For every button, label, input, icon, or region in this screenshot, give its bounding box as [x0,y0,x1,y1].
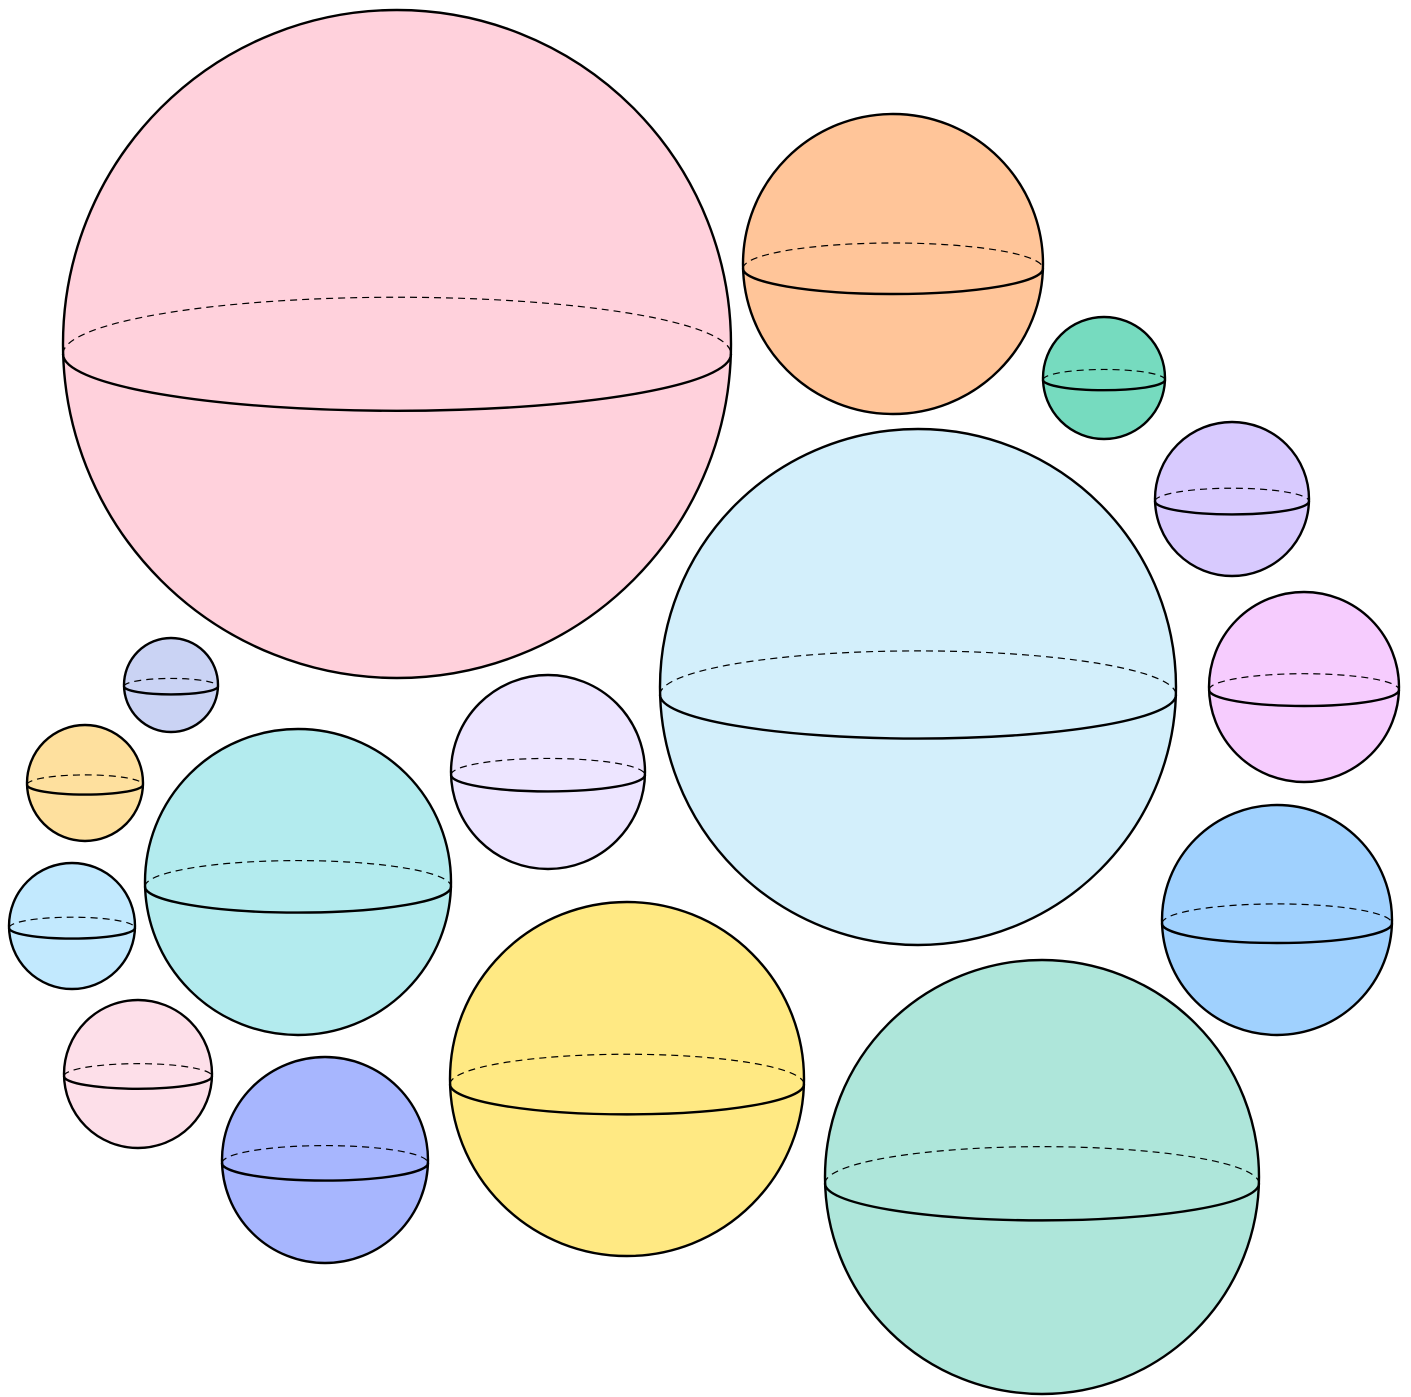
sphere-body [823,958,1261,1396]
sphere [143,727,453,1037]
equator-back [62,296,732,355]
equator-back [659,650,1177,695]
sphere [741,112,1045,416]
equator-back [1042,368,1166,380]
sphere-body [448,900,806,1258]
equator-back [123,677,219,687]
sphere-body [1160,803,1394,1037]
equator-front [449,774,647,793]
equator-front [448,1084,806,1116]
sphere-body [658,427,1178,947]
equator-back [26,774,144,785]
sphere [122,636,220,734]
equator-front [1160,923,1394,945]
equator-front [658,694,1178,740]
sphere [449,673,647,871]
equator-back [1154,487,1310,502]
equator-front [25,784,145,796]
sphere-body [62,998,214,1150]
sphere [1041,315,1167,441]
equator-back [449,1053,805,1085]
sphere-body [1041,315,1167,441]
sphere [448,900,806,1258]
sphere-body [122,636,220,734]
sphere [61,8,733,680]
equator-front [741,268,1045,296]
equator-back [450,757,646,776]
equator-front [1041,379,1167,392]
sphere-body [7,861,137,991]
equator-front [1207,689,1401,708]
sphere [1207,590,1401,784]
equator-back [1208,673,1400,690]
equator-back [742,242,1044,269]
sphere-body [143,727,453,1037]
equator-front [143,886,453,914]
equator-front [7,927,137,940]
sphere-body [61,8,733,680]
equator-back [221,1144,429,1164]
equator-front [122,686,220,696]
sphere [1153,420,1311,578]
equator-front [220,1162,430,1182]
sphere [658,427,1178,947]
equator-front [823,1183,1261,1222]
sphere-body [220,1055,430,1265]
sphere [7,861,137,991]
sphere-body [1153,420,1311,578]
sphere [220,1055,430,1265]
equator-back [63,1063,213,1077]
sphere [823,958,1261,1396]
sphere-body [1207,590,1401,784]
equator-back [144,859,452,887]
sphere-body [449,673,647,871]
equator-back [1161,903,1393,924]
equator-front [1153,501,1311,516]
sphere [25,723,145,843]
equator-back [8,916,136,929]
sphere [62,998,214,1150]
sphere-body [741,112,1045,416]
sphere [1160,803,1394,1037]
equator-front [61,354,733,412]
sphere-body [25,723,145,843]
equator-front [62,1075,214,1090]
